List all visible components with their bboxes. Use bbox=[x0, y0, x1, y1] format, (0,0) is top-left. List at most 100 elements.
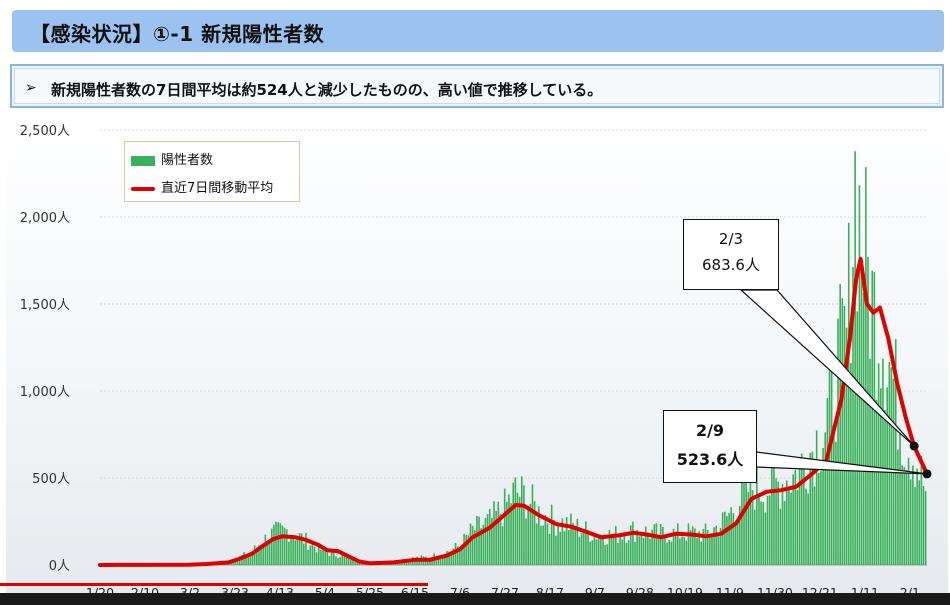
bar bbox=[723, 511, 726, 565]
bar bbox=[550, 504, 553, 565]
bar bbox=[270, 528, 273, 565]
bar bbox=[879, 388, 882, 565]
bar bbox=[721, 512, 724, 565]
bar bbox=[531, 484, 534, 565]
bar bbox=[320, 549, 322, 565]
bar bbox=[830, 351, 833, 565]
bar bbox=[597, 536, 600, 565]
bar bbox=[877, 363, 880, 565]
bar bbox=[681, 536, 683, 565]
bar bbox=[602, 538, 604, 565]
bar bbox=[356, 562, 359, 565]
bar bbox=[266, 544, 269, 565]
bar bbox=[516, 492, 519, 565]
bar bbox=[636, 529, 638, 565]
callout-feb9: 2/9 523.6人 bbox=[663, 410, 757, 483]
bar bbox=[762, 501, 765, 565]
bar bbox=[512, 482, 515, 565]
y-tick-label: 1,000人 bbox=[20, 385, 70, 400]
bar bbox=[486, 514, 489, 565]
bar bbox=[473, 530, 476, 565]
bar bbox=[841, 298, 844, 565]
bar bbox=[585, 521, 587, 565]
bar bbox=[835, 441, 837, 565]
bar bbox=[441, 554, 444, 565]
bar bbox=[647, 532, 649, 565]
bar bbox=[715, 525, 718, 565]
bar bbox=[822, 447, 824, 565]
bar bbox=[741, 477, 743, 565]
bar bbox=[480, 528, 482, 565]
bar bbox=[832, 427, 835, 565]
bar bbox=[501, 526, 504, 565]
bar bbox=[862, 292, 865, 565]
bar bbox=[674, 531, 677, 565]
bar bbox=[679, 538, 681, 565]
bar bbox=[593, 533, 596, 565]
summary-box: ➢ 新規陽性者数の7日間平均は約524人と減少したものの、高い値で推移している。 bbox=[10, 64, 944, 108]
bar bbox=[444, 556, 446, 565]
bar bbox=[553, 519, 555, 565]
bar bbox=[700, 541, 703, 565]
bar bbox=[764, 512, 767, 565]
bar bbox=[813, 486, 816, 565]
bar bbox=[561, 518, 564, 565]
bar bbox=[335, 556, 337, 565]
bar bbox=[657, 536, 660, 565]
bar bbox=[555, 535, 557, 565]
bar bbox=[241, 555, 243, 565]
legend-label-bars: 陽性者数 bbox=[161, 153, 214, 168]
summary-inner: ➢ 新規陽性者数の7日間平均は約524人と減少したものの、高い値で推移している。 bbox=[14, 68, 940, 104]
bar bbox=[506, 502, 508, 565]
bar bbox=[448, 551, 450, 565]
bar bbox=[482, 524, 485, 565]
bar bbox=[644, 526, 647, 565]
bar bbox=[292, 536, 294, 565]
page-title: 【感染状況】①-1 新規陽性者数 bbox=[30, 22, 325, 46]
bar bbox=[476, 515, 478, 565]
summary-text: 新規陽性者数の7日間平均は約524人と減少したものの、高い値で推移している。 bbox=[51, 81, 603, 99]
bar bbox=[452, 548, 455, 565]
bar bbox=[347, 555, 350, 565]
video-controls-bar bbox=[0, 593, 950, 605]
bar bbox=[642, 537, 645, 565]
bar bbox=[768, 495, 771, 565]
bar bbox=[277, 522, 279, 565]
bar bbox=[627, 540, 630, 565]
bar bbox=[332, 551, 335, 565]
bar bbox=[431, 559, 433, 565]
bar bbox=[354, 561, 356, 565]
bar bbox=[918, 480, 921, 565]
bar bbox=[582, 532, 585, 565]
bar bbox=[625, 542, 628, 565]
bar bbox=[899, 429, 901, 565]
bar bbox=[909, 479, 912, 565]
bar bbox=[533, 501, 536, 565]
bar bbox=[796, 489, 799, 565]
bar bbox=[610, 535, 613, 565]
bar bbox=[525, 518, 527, 565]
bar bbox=[232, 561, 235, 565]
bar bbox=[749, 466, 752, 565]
bar bbox=[307, 549, 309, 565]
bar bbox=[753, 509, 756, 565]
bar bbox=[664, 535, 666, 565]
bar bbox=[649, 538, 651, 565]
video-progress-bar[interactable] bbox=[0, 583, 428, 586]
bar bbox=[845, 327, 848, 565]
bar bbox=[907, 457, 910, 565]
bar bbox=[670, 541, 673, 565]
bar bbox=[540, 525, 542, 565]
bar bbox=[807, 493, 809, 565]
bar bbox=[662, 527, 664, 565]
y-tick-label: 500人 bbox=[32, 472, 70, 487]
bar bbox=[311, 543, 314, 565]
bar bbox=[691, 526, 694, 565]
bar bbox=[343, 554, 346, 565]
bar bbox=[785, 480, 788, 565]
bar bbox=[236, 558, 239, 565]
bar bbox=[326, 552, 329, 565]
marker-feb3 bbox=[909, 441, 919, 451]
bar bbox=[781, 484, 784, 565]
